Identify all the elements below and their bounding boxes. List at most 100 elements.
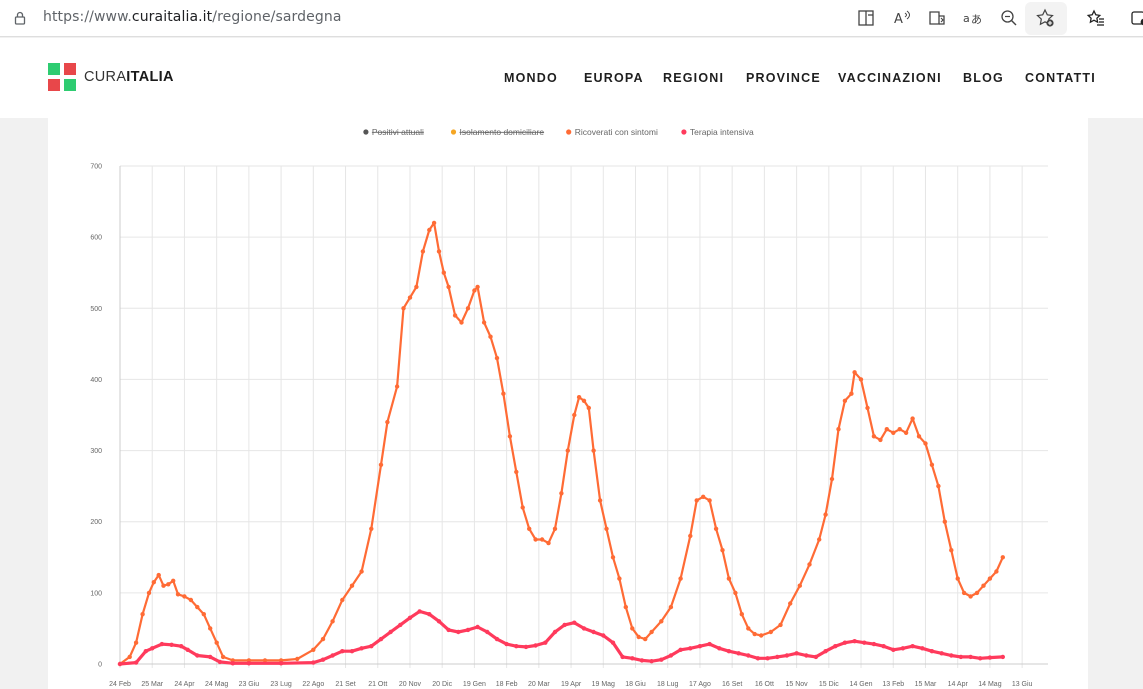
data-point xyxy=(188,597,194,603)
immersive-reader-icon[interactable] xyxy=(927,8,947,28)
data-point xyxy=(639,658,645,663)
data-point xyxy=(378,462,384,467)
data-point xyxy=(778,622,783,628)
data-point xyxy=(494,355,500,361)
data-point xyxy=(759,633,764,638)
curaitalia-logo[interactable] xyxy=(48,63,80,93)
data-point xyxy=(208,654,213,660)
data-point xyxy=(659,657,664,662)
nav-blog[interactable]: BLOG xyxy=(963,71,1004,85)
add-favorite-icon[interactable] xyxy=(1035,8,1055,28)
data-point xyxy=(262,658,268,663)
data-point xyxy=(523,644,529,650)
x-tick-label: 25 Mar xyxy=(141,681,163,688)
nav-contatti[interactable]: CONTATTI xyxy=(1025,71,1096,85)
zoom-icon[interactable] xyxy=(999,8,1019,28)
data-point xyxy=(295,656,300,662)
data-point xyxy=(836,427,841,432)
data-point xyxy=(452,313,458,318)
data-point xyxy=(987,576,993,581)
data-point xyxy=(923,441,928,446)
data-point xyxy=(562,622,567,628)
data-point xyxy=(572,620,577,625)
legend-label: Positivi attuali xyxy=(372,127,424,137)
collections-icon[interactable] xyxy=(1129,8,1143,28)
data-point xyxy=(804,653,809,658)
data-point xyxy=(949,653,954,658)
x-tick-label: 21 Set xyxy=(335,681,355,688)
svg-text:a: a xyxy=(963,12,970,25)
x-tick-label: 18 Feb xyxy=(496,681,518,688)
data-point xyxy=(378,636,384,642)
brand-name[interactable]: CURAITALIA xyxy=(84,69,174,85)
data-point xyxy=(678,576,683,581)
data-point xyxy=(208,626,213,631)
data-point xyxy=(330,619,335,624)
nav-regioni[interactable]: REGIONI xyxy=(663,71,725,85)
data-point xyxy=(349,583,355,588)
add-favorite-button[interactable] xyxy=(1025,2,1067,35)
data-point xyxy=(610,640,616,645)
data-point xyxy=(398,622,403,628)
data-point xyxy=(441,270,446,275)
data-point xyxy=(694,498,699,503)
favorites-icon[interactable] xyxy=(1086,8,1106,28)
data-point xyxy=(1000,555,1005,560)
lock-icon[interactable] xyxy=(12,10,28,26)
x-tick-label: 16 Ott xyxy=(755,681,774,688)
data-point xyxy=(143,649,148,654)
data-point xyxy=(546,540,551,546)
chart-grid xyxy=(119,165,1048,668)
data-point xyxy=(527,526,532,531)
read-aloud-icon[interactable]: A xyxy=(892,8,912,28)
data-point xyxy=(385,419,390,425)
y-axis: 0 100 200 300 400 500 600 700 xyxy=(90,164,102,669)
x-tick-label: 15 Nov xyxy=(786,681,809,688)
data-point xyxy=(133,660,139,665)
x-tick-label: 24 Apr xyxy=(174,681,195,688)
data-point xyxy=(475,624,480,630)
data-point xyxy=(981,583,986,588)
data-point xyxy=(955,576,960,581)
data-point xyxy=(459,320,464,325)
data-point xyxy=(910,644,915,649)
nav-vaccinazioni[interactable]: VACCINAZIONI xyxy=(838,71,942,85)
data-point xyxy=(230,661,235,666)
nav-province[interactable]: PROVINCE xyxy=(746,71,821,85)
chart-legend: Positivi attuali Isolamento domiciliare Ri… xyxy=(363,127,754,137)
data-point xyxy=(910,416,915,421)
x-tick-label: 20 Dic xyxy=(432,681,452,688)
data-point xyxy=(472,288,477,293)
data-point xyxy=(949,548,954,553)
series-line xyxy=(119,221,1004,665)
data-point xyxy=(733,590,738,596)
x-tick-label: 17 Ago xyxy=(689,681,711,688)
data-point xyxy=(214,640,219,645)
data-point xyxy=(182,594,187,599)
data-point xyxy=(829,476,835,482)
nav-mondo[interactable]: MONDO xyxy=(504,71,558,85)
data-point xyxy=(427,612,432,617)
data-point xyxy=(369,526,374,531)
y-tick-label: 500 xyxy=(90,306,102,313)
series-line xyxy=(119,609,1003,666)
nav-europa[interactable]: EUROPA xyxy=(584,71,644,85)
data-point xyxy=(320,657,326,662)
data-point xyxy=(501,391,506,396)
data-point xyxy=(394,384,400,389)
data-point xyxy=(179,644,184,649)
data-point xyxy=(817,537,822,542)
translate-icon[interactable]: a あ xyxy=(962,8,982,28)
data-point xyxy=(865,405,870,411)
split-screen-icon[interactable] xyxy=(856,8,876,28)
data-point xyxy=(630,656,635,661)
data-point xyxy=(623,604,628,610)
url-field[interactable]: https://www.curaitalia.it/regione/sardeg… xyxy=(43,9,342,25)
data-point xyxy=(539,537,545,542)
data-point xyxy=(552,526,558,531)
data-point xyxy=(407,295,413,300)
data-point xyxy=(494,636,500,642)
data-point xyxy=(823,649,828,654)
data-point xyxy=(349,649,355,654)
x-tick-label: 22 Ago xyxy=(302,681,324,688)
